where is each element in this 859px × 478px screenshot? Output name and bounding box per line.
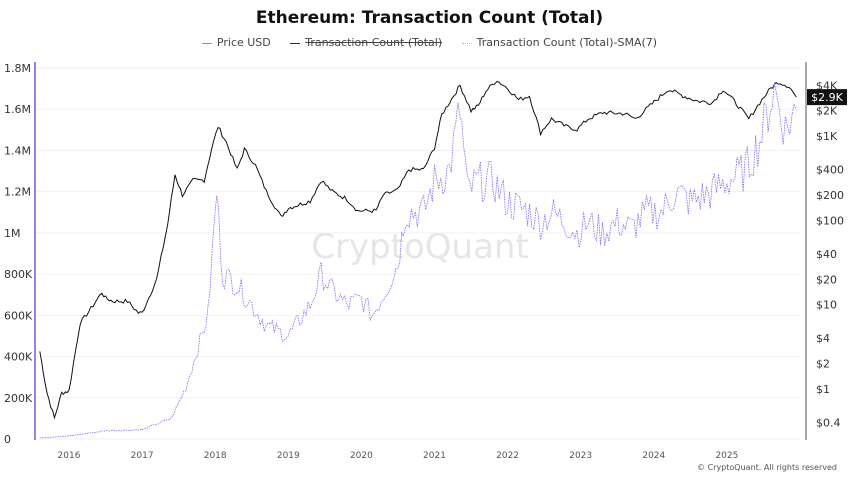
x-tick-label: 2024 — [642, 451, 665, 461]
legend-item-tx-sma[interactable]: Transaction Count (Total)-SMA(7) — [461, 36, 658, 49]
left-tick-label: 1.2M — [4, 186, 31, 199]
right-tick-label: $4 — [816, 332, 830, 345]
left-tick-label: 600K — [4, 309, 33, 322]
legend-label: Transaction Count (Total)-SMA(7) — [476, 36, 658, 49]
right-tick-label: $2 — [816, 358, 830, 371]
chart-title: Ethereum: Transaction Count (Total) — [255, 8, 604, 28]
left-tick-label: 0 — [4, 433, 11, 446]
x-tick-label: 2023 — [569, 451, 592, 461]
right-tick-label: $1K — [816, 130, 838, 143]
right-tick-label: $4K — [816, 79, 838, 92]
left-tick-label: 1.4M — [4, 144, 31, 157]
left-tick-label: 1.6M — [4, 103, 31, 116]
legend-item-price[interactable]: Price USD — [201, 36, 271, 49]
legend-label: Price USD — [216, 36, 271, 49]
x-tick-label: 2021 — [423, 451, 446, 461]
right-tick-label: $400 — [816, 164, 844, 177]
right-tick-label: $10 — [816, 299, 837, 312]
legend-label: Transaction Count (Total) — [305, 36, 443, 49]
legend: Price USD Transaction Count (Total) Tran… — [0, 36, 859, 49]
current-price-badge — [807, 89, 847, 106]
x-tick-label: 2020 — [350, 451, 373, 461]
right-tick-label: $200 — [816, 189, 844, 202]
left-tick-label: 1M — [4, 227, 21, 240]
x-tick-label: 2016 — [58, 451, 81, 461]
right-tick-label: $0.4 — [816, 417, 841, 430]
x-tick-label: 2025 — [715, 451, 738, 461]
left-tick-label: 200K — [4, 392, 33, 405]
right-tick-label: $1 — [816, 383, 830, 396]
x-tick-label: 2022 — [496, 451, 519, 461]
left-tick-label: 800K — [4, 268, 33, 281]
tx-sma-line — [39, 81, 797, 439]
x-tick-label: 2018 — [204, 451, 227, 461]
right-tick-label: $40 — [816, 248, 837, 261]
x-tick-label: 2019 — [277, 451, 300, 461]
legend-item-tx-total[interactable]: Transaction Count (Total) — [290, 36, 442, 49]
price-line — [39, 81, 797, 420]
left-tick-label: 400K — [4, 351, 33, 364]
right-tick-label: $2K — [816, 105, 838, 118]
right-tick-label: $100 — [816, 214, 844, 227]
x-tick-label: 2017 — [131, 451, 154, 461]
watermark: CryptoQuant — [311, 227, 529, 267]
left-tick-label: 1.8M — [4, 62, 31, 75]
current-price-label: $2.9K — [811, 91, 843, 104]
footer: © CryptoQuant. All rights reserved — [697, 463, 837, 472]
right-tick-label: $20 — [816, 273, 837, 286]
